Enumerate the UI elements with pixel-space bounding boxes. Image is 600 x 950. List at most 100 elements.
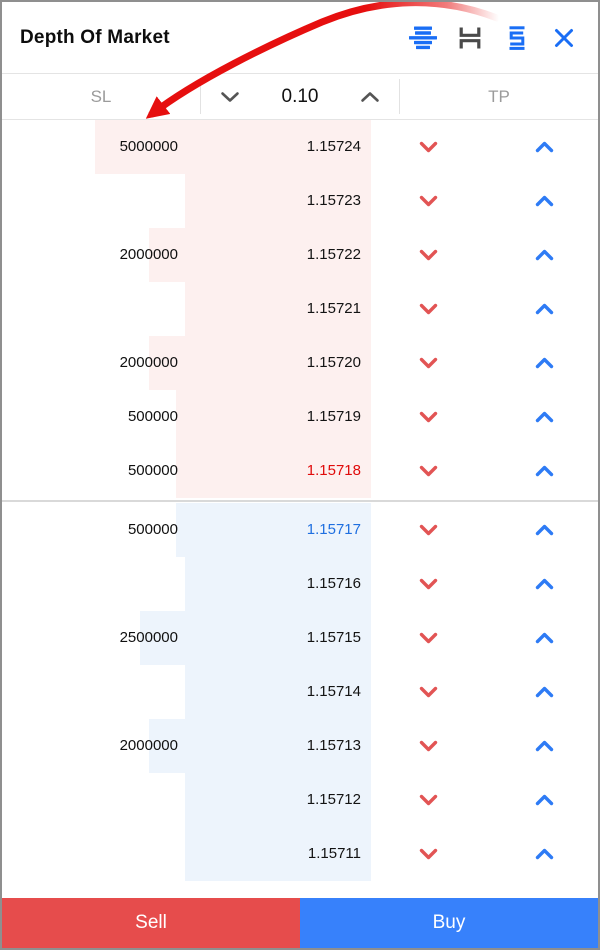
price-cell: 1.15712	[306, 791, 361, 808]
dom-row: 2000000 1.15713	[2, 719, 598, 773]
row-buy-button[interactable]	[522, 395, 566, 439]
lot-decrease-button[interactable]	[201, 79, 259, 114]
price-cell: 1.15719	[306, 408, 361, 425]
price-cell: 1.15720	[306, 354, 361, 371]
row-buy-button[interactable]	[522, 670, 566, 714]
row-sell-button[interactable]	[406, 449, 450, 493]
price-cell: 1.15718	[306, 462, 361, 479]
row-sell-button[interactable]	[406, 287, 450, 331]
dom-row: 5000000 1.15724	[2, 120, 598, 174]
chevron-up-icon	[535, 465, 553, 477]
price-scale-button[interactable]	[500, 21, 534, 55]
dom-row: 2000000 1.15722	[2, 228, 598, 282]
row-buy-button[interactable]	[522, 125, 566, 169]
price-scale-icon	[509, 25, 525, 50]
volume-bar	[185, 557, 371, 611]
chevron-down-icon	[419, 686, 437, 698]
price-cell: 1.15713	[306, 737, 361, 754]
volume-cell: 5000000	[119, 138, 178, 155]
volume-bar	[185, 827, 371, 881]
volume-bar	[185, 174, 371, 228]
volume-bar	[149, 336, 371, 390]
row-buy-button[interactable]	[522, 724, 566, 768]
tp-drop-zone[interactable]: TP	[400, 74, 598, 119]
spread-divider	[2, 498, 598, 503]
volume-bar	[176, 390, 371, 444]
page-title: Depth Of Market	[20, 26, 170, 48]
chevron-down-icon	[419, 524, 437, 536]
dom-row: 2000000 1.15720	[2, 336, 598, 390]
row-sell-button[interactable]	[406, 562, 450, 606]
row-buy-button[interactable]	[522, 287, 566, 331]
chevron-up-icon	[535, 686, 553, 698]
row-sell-button[interactable]	[406, 616, 450, 660]
row-sell-button[interactable]	[406, 179, 450, 223]
row-sell-button[interactable]	[406, 395, 450, 439]
row-sell-button[interactable]	[406, 670, 450, 714]
price-cell: 1.15715	[306, 629, 361, 646]
chevron-down-icon	[419, 195, 437, 207]
volume-cell: 2000000	[119, 737, 178, 754]
row-sell-button[interactable]	[406, 341, 450, 385]
volume-bar	[95, 120, 371, 174]
dom-row: 500000 1.15718	[2, 444, 598, 498]
trade-buttons: Sell Buy	[2, 898, 598, 948]
row-buy-button[interactable]	[522, 508, 566, 552]
dom-row: 500000 1.15719	[2, 390, 598, 444]
row-sell-button[interactable]	[406, 832, 450, 876]
sell-button[interactable]: Sell	[2, 898, 300, 948]
volume-bar	[149, 719, 371, 773]
order-controls-row: SL 0.10 TP	[2, 74, 598, 120]
row-buy-button[interactable]	[522, 616, 566, 660]
row-sell-button[interactable]	[406, 125, 450, 169]
buy-button[interactable]: Buy	[300, 898, 598, 948]
chevron-down-icon	[221, 91, 239, 102]
volume-cell: 500000	[127, 408, 178, 425]
lot-increase-button[interactable]	[341, 79, 399, 114]
chevron-up-icon	[535, 141, 553, 153]
lot-value[interactable]: 0.10	[281, 85, 319, 107]
chevron-up-icon	[535, 848, 553, 860]
price-cell: 1.15711	[307, 845, 361, 862]
aggregate-view-button[interactable]	[406, 21, 440, 55]
split-view-button[interactable]	[453, 21, 487, 55]
chevron-down-icon	[419, 578, 437, 590]
row-buy-button[interactable]	[522, 778, 566, 822]
title-bar: Depth Of Market	[2, 2, 598, 74]
volume-histogram-icon	[409, 26, 437, 49]
dom-row: 2500000 1.15715	[2, 611, 598, 665]
row-sell-button[interactable]	[406, 778, 450, 822]
toolbar	[406, 21, 581, 55]
sl-drop-zone[interactable]: SL	[2, 74, 200, 119]
chevron-up-icon	[535, 195, 553, 207]
row-buy-button[interactable]	[522, 179, 566, 223]
chevron-down-icon	[419, 141, 437, 153]
chevron-up-icon	[535, 794, 553, 806]
row-sell-button[interactable]	[406, 724, 450, 768]
row-buy-button[interactable]	[522, 449, 566, 493]
price-cell: 1.15714	[306, 683, 361, 700]
dom-row: 1.15711	[2, 827, 598, 881]
volume-cell: 2500000	[119, 629, 178, 646]
row-buy-button[interactable]	[522, 562, 566, 606]
row-buy-button[interactable]	[522, 341, 566, 385]
row-buy-button[interactable]	[522, 832, 566, 876]
dom-row: 1.15723	[2, 174, 598, 228]
row-sell-button[interactable]	[406, 233, 450, 277]
chevron-down-icon	[419, 794, 437, 806]
chevron-down-icon	[419, 357, 437, 369]
row-buy-button[interactable]	[522, 233, 566, 277]
volume-bar	[140, 611, 371, 665]
volume-cell: 500000	[127, 462, 178, 479]
volume-cell: 500000	[127, 521, 178, 538]
chevron-up-icon	[535, 303, 553, 315]
price-cell: 1.15722	[306, 246, 361, 263]
chevron-up-icon	[535, 524, 553, 536]
row-sell-button[interactable]	[406, 508, 450, 552]
volume-bar	[185, 282, 371, 336]
volume-bar	[176, 503, 371, 557]
volume-bar	[149, 228, 371, 282]
price-cell: 1.15721	[306, 300, 361, 317]
close-button[interactable]	[547, 21, 581, 55]
